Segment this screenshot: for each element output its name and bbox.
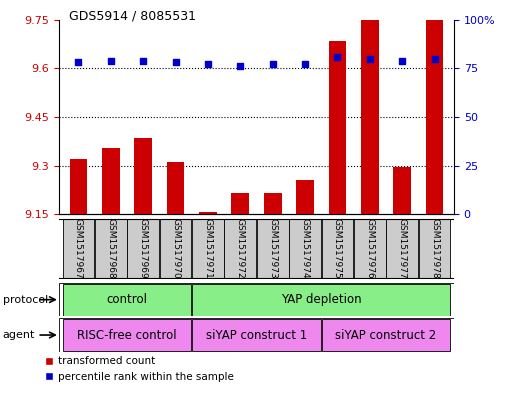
Text: GSM1517968: GSM1517968 <box>106 218 115 279</box>
FancyBboxPatch shape <box>192 319 321 351</box>
FancyBboxPatch shape <box>95 219 127 278</box>
FancyBboxPatch shape <box>289 219 321 278</box>
Point <box>236 63 244 70</box>
FancyBboxPatch shape <box>257 219 288 278</box>
Text: GSM1517975: GSM1517975 <box>333 218 342 279</box>
Bar <box>393 167 411 214</box>
Point <box>366 55 374 62</box>
Text: GSM1517977: GSM1517977 <box>398 218 407 279</box>
Bar <box>361 20 379 214</box>
FancyBboxPatch shape <box>63 219 94 278</box>
Point <box>398 57 406 64</box>
FancyBboxPatch shape <box>160 219 191 278</box>
Bar <box>199 212 217 214</box>
Text: GSM1517978: GSM1517978 <box>430 218 439 279</box>
Text: RISC-free control: RISC-free control <box>77 329 177 342</box>
FancyBboxPatch shape <box>127 219 159 278</box>
Bar <box>167 162 185 214</box>
Text: GSM1517974: GSM1517974 <box>301 218 309 279</box>
FancyBboxPatch shape <box>354 219 386 278</box>
Bar <box>231 193 249 214</box>
Point <box>107 57 115 64</box>
FancyBboxPatch shape <box>322 319 450 351</box>
Text: protocol: protocol <box>3 295 48 305</box>
Bar <box>328 41 346 214</box>
Bar <box>296 180 314 214</box>
Bar <box>70 159 87 214</box>
FancyBboxPatch shape <box>63 319 191 351</box>
Text: GSM1517969: GSM1517969 <box>139 218 148 279</box>
Text: GSM1517970: GSM1517970 <box>171 218 180 279</box>
Bar <box>102 148 120 214</box>
FancyBboxPatch shape <box>225 219 256 278</box>
Point <box>204 61 212 68</box>
Point <box>139 57 147 64</box>
Point <box>430 55 439 62</box>
Legend: transformed count, percentile rank within the sample: transformed count, percentile rank withi… <box>41 352 238 386</box>
Point <box>74 59 83 66</box>
Point <box>333 53 342 60</box>
Text: GSM1517976: GSM1517976 <box>365 218 374 279</box>
Text: YAP depletion: YAP depletion <box>281 293 362 306</box>
FancyBboxPatch shape <box>419 219 450 278</box>
FancyBboxPatch shape <box>63 284 191 316</box>
Text: GSM1517972: GSM1517972 <box>236 218 245 279</box>
FancyBboxPatch shape <box>192 219 224 278</box>
Point <box>171 59 180 66</box>
Text: siYAP construct 2: siYAP construct 2 <box>336 329 437 342</box>
Bar <box>426 20 443 214</box>
Bar <box>134 138 152 214</box>
Text: agent: agent <box>3 330 35 340</box>
FancyBboxPatch shape <box>386 219 418 278</box>
FancyBboxPatch shape <box>322 219 353 278</box>
Text: control: control <box>107 293 148 306</box>
FancyBboxPatch shape <box>192 284 450 316</box>
Text: siYAP construct 1: siYAP construct 1 <box>206 329 307 342</box>
Bar <box>264 193 282 214</box>
Text: GDS5914 / 8085531: GDS5914 / 8085531 <box>69 10 196 23</box>
Text: GSM1517973: GSM1517973 <box>268 218 277 279</box>
Point <box>301 61 309 68</box>
Text: GSM1517971: GSM1517971 <box>204 218 212 279</box>
Point <box>269 61 277 68</box>
Text: GSM1517967: GSM1517967 <box>74 218 83 279</box>
